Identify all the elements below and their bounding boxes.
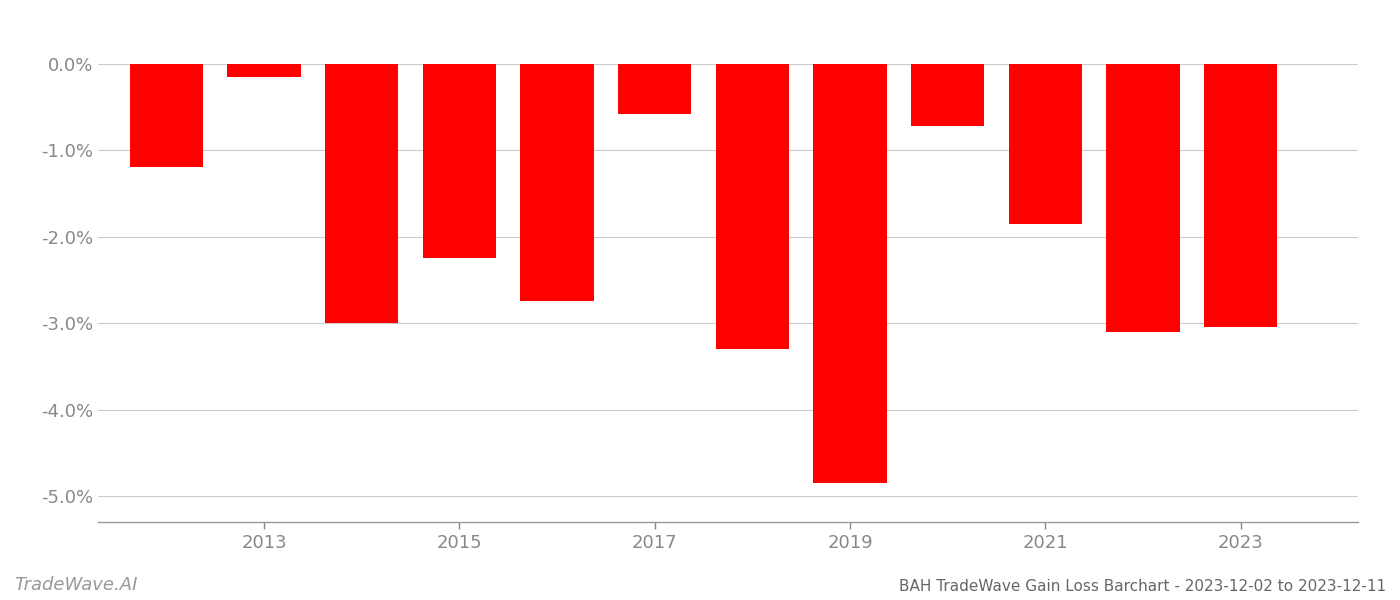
Bar <box>911 64 984 126</box>
Bar <box>1106 64 1180 332</box>
Bar <box>1009 64 1082 224</box>
Bar <box>1204 64 1277 328</box>
Bar <box>813 64 886 483</box>
Text: TradeWave.AI: TradeWave.AI <box>14 576 137 594</box>
Bar <box>619 64 692 114</box>
Bar <box>325 64 399 323</box>
Bar <box>423 64 496 258</box>
Bar <box>521 64 594 301</box>
Bar <box>715 64 790 349</box>
Bar <box>130 64 203 167</box>
Text: BAH TradeWave Gain Loss Barchart - 2023-12-02 to 2023-12-11: BAH TradeWave Gain Loss Barchart - 2023-… <box>899 579 1386 594</box>
Bar <box>227 64 301 77</box>
